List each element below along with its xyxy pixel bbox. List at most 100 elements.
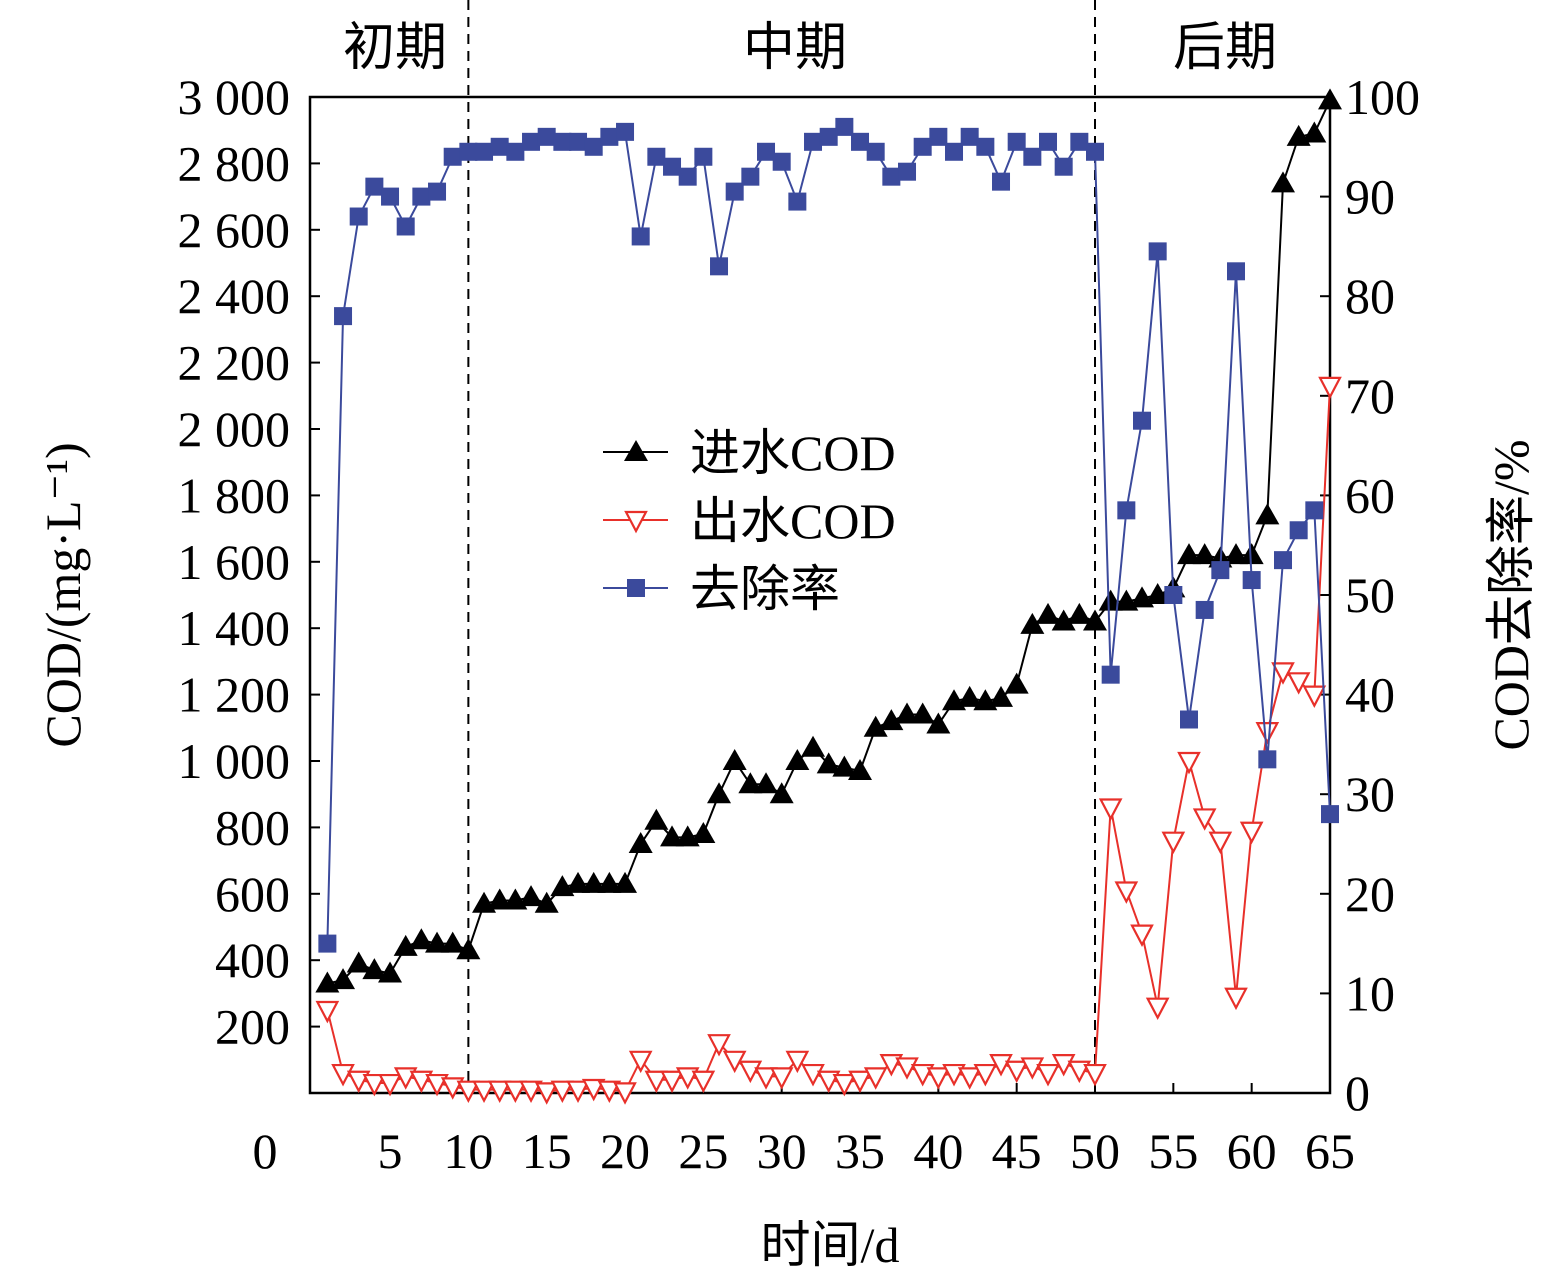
y-tick-label: 600 <box>215 866 290 922</box>
data-point-triangle <box>346 951 371 973</box>
data-point-square <box>443 147 462 166</box>
data-point-square <box>1023 147 1042 166</box>
data-point-open-triangle <box>707 1034 731 1057</box>
data-point-triangle <box>1271 171 1296 193</box>
y2-tick-label: 0 <box>1345 1065 1370 1121</box>
data-point-triangle <box>691 822 716 844</box>
data-point-open-triangle <box>409 1070 434 1094</box>
data-point-triangle <box>1239 543 1264 565</box>
series-去除率 <box>318 117 1339 953</box>
data-point-square <box>627 579 645 597</box>
data-point-square <box>1211 561 1230 580</box>
data-point-square <box>1242 571 1261 590</box>
data-point-square <box>772 152 791 171</box>
y-tick-label: 2 000 <box>178 401 291 457</box>
data-point-square <box>334 307 353 326</box>
data-point-open-triangle <box>879 1054 904 1077</box>
data-point-square <box>1054 157 1073 176</box>
y-tick-label: 2 600 <box>178 202 291 258</box>
data-point-open-triangle <box>440 1077 465 1100</box>
data-point-triangle <box>1302 121 1327 143</box>
data-point-square <box>631 227 650 246</box>
x-tick-label: 35 <box>835 1123 885 1179</box>
data-point-triangle <box>331 968 356 990</box>
data-point-triangle <box>613 871 638 893</box>
data-point-square <box>318 934 337 953</box>
data-point-square <box>1195 600 1214 619</box>
data-point-square <box>960 127 979 146</box>
data-point-open-triangle <box>331 1063 355 1087</box>
data-point-square <box>412 187 431 206</box>
x-tick-label: 30 <box>757 1123 807 1179</box>
x-axis-label: 时间/d <box>761 1217 900 1273</box>
data-point-triangle <box>879 709 904 731</box>
data-point-square <box>1274 551 1293 570</box>
data-point-square <box>569 132 588 151</box>
y-tick-label: 2 400 <box>178 268 291 324</box>
data-point-triangle <box>393 934 418 956</box>
data-point-square <box>1289 521 1308 540</box>
y-tick-label: 1 000 <box>178 733 291 789</box>
data-point-open-triangle <box>832 1073 857 1097</box>
y2-tick-label: 100 <box>1345 69 1420 125</box>
data-point-open-triangle <box>425 1073 449 1097</box>
data-point-triangle <box>910 702 935 724</box>
data-point-square <box>584 137 603 156</box>
data-point-square <box>976 137 995 156</box>
data-point-triangle <box>566 871 591 893</box>
y-tick-label: 3 000 <box>178 69 291 125</box>
data-point-triangle <box>1067 602 1092 624</box>
data-point-square <box>835 117 854 136</box>
data-point-open-triangle <box>456 1080 481 1104</box>
data-point-open-triangle <box>550 1080 575 1104</box>
data-point-triangle <box>754 772 779 794</box>
y2-tick-label: 90 <box>1345 169 1395 225</box>
data-point-open-triangle <box>675 1067 700 1090</box>
data-point-open-triangle <box>910 1063 935 1087</box>
data-point-square <box>1039 132 1058 151</box>
data-point-open-triangle <box>1145 997 1170 1021</box>
y2-tick-label: 50 <box>1345 567 1395 623</box>
phase-label-early: 初期 <box>343 20 447 77</box>
data-point-open-triangle <box>1083 1063 1107 1087</box>
data-point-triangle <box>409 928 434 950</box>
data-point-triangle <box>1145 583 1170 604</box>
data-point-triangle <box>519 885 544 907</box>
data-point-square <box>1070 132 1089 151</box>
data-point-open-triangle <box>378 1073 402 1097</box>
data-point-open-triangle <box>581 1078 606 1102</box>
data-point-open-triangle <box>315 1000 340 1024</box>
data-point-open-triangle <box>1130 924 1154 948</box>
series-出水COD <box>315 376 1342 1105</box>
data-point-triangle <box>1318 88 1342 110</box>
data-point-open-triangle <box>487 1080 512 1104</box>
data-point-open-triangle <box>1036 1063 1060 1087</box>
data-point-square <box>678 167 697 186</box>
y2-tick-label: 80 <box>1345 268 1395 324</box>
data-point-triangle <box>362 958 387 980</box>
data-point-open-triangle <box>644 1070 669 1094</box>
y2-tick-label: 10 <box>1345 965 1395 1021</box>
data-point-open-triangle <box>519 1080 543 1104</box>
y-tick-label: 1 800 <box>178 467 291 523</box>
data-point-open-triangle <box>1020 1057 1045 1080</box>
data-point-open-triangle <box>1302 685 1327 708</box>
x-tick-label: 15 <box>522 1123 572 1179</box>
x-tick-label: 25 <box>678 1123 728 1179</box>
legend: 进水COD 出水COD 去除率 <box>603 425 896 617</box>
data-point-open-triangle <box>816 1070 841 1094</box>
data-point-triangle <box>440 931 465 953</box>
data-point-square <box>522 132 541 151</box>
data-point-square <box>882 167 901 186</box>
phase-label-late: 后期 <box>1173 20 1277 77</box>
data-point-square <box>663 157 682 176</box>
data-point-square <box>913 137 932 156</box>
data-point-square <box>616 122 635 141</box>
x-tick-label: 5 <box>378 1123 403 1179</box>
data-point-triangle <box>1036 602 1061 624</box>
series-进水COD <box>315 88 1342 993</box>
data-point-open-triangle <box>346 1070 371 1094</box>
data-point-open-triangle <box>895 1057 919 1080</box>
data-point-square <box>1321 805 1339 824</box>
y2-tick-label: 40 <box>1345 667 1395 723</box>
